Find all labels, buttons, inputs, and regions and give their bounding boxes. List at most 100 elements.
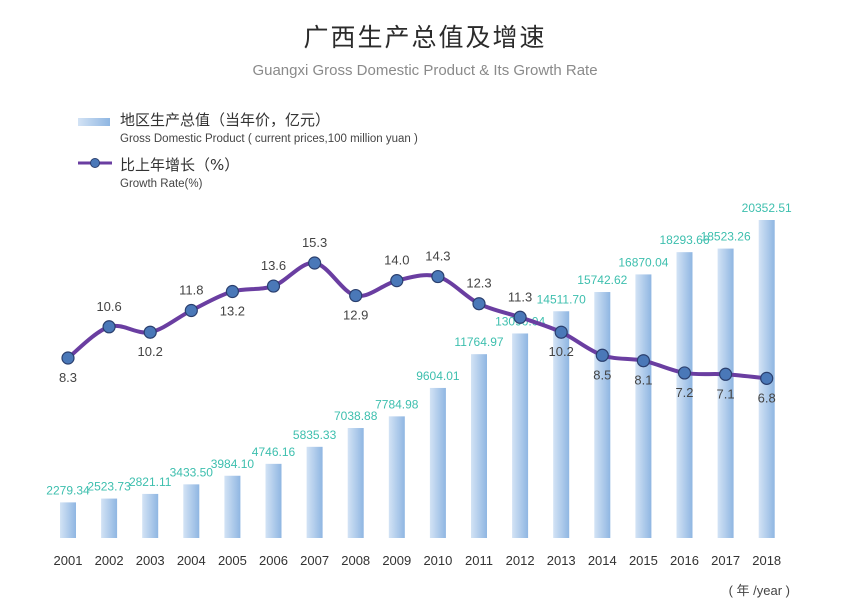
- chart-title: 广西生产总值及增速: [303, 23, 547, 52]
- x-axis-labels: 2001 2002 2003 2004 2005 2006 2007 2008 2009 2010…: [54, 553, 782, 568]
- x-tick-label-2002: 2002: [95, 553, 124, 568]
- line-value-label-2011: 12.3: [466, 276, 491, 291]
- bar-2017: [717, 248, 734, 539]
- legend-gdp-cn: 地区生产总值（当年价，亿元）: [120, 111, 330, 129]
- x-tick-label-2009: 2009: [382, 553, 411, 568]
- bar-2008: [347, 428, 364, 538]
- x-tick-label-2018: 2018: [752, 553, 781, 568]
- line-point-2008: [349, 288, 363, 303]
- x-tick-label-2003: 2003: [136, 553, 165, 568]
- legend-rate-cn: 比上年增长（%）: [120, 156, 239, 174]
- bar-series: [60, 220, 775, 539]
- legend-rate-en: Growth Rate(%): [120, 178, 203, 190]
- x-tick-label-2013: 2013: [547, 553, 576, 568]
- line-value-label-2015: 8.1: [634, 373, 652, 388]
- bar-value-label-2001: 2279.34: [46, 483, 90, 497]
- bar-2006: [265, 463, 282, 538]
- line-point-2002: [102, 320, 116, 334]
- line-point-2003: [143, 325, 157, 339]
- bar-value-label-2005: 3984.10: [211, 457, 255, 471]
- x-tick-label-2015: 2015: [629, 553, 658, 568]
- x-tick-label-2001: 2001: [54, 553, 83, 568]
- bar-value-label-2003: 2821.11: [129, 475, 172, 489]
- bar-value-label-2016: 18293.66: [659, 233, 709, 247]
- line-value-label-2009: 14.0: [384, 253, 409, 268]
- line-value-label-2008: 12.9: [343, 308, 368, 323]
- line-series: [61, 256, 774, 385]
- bar-value-label-2014: 15742.62: [577, 273, 627, 287]
- line-point-2018: [760, 371, 774, 385]
- bar-value-label-2017: 18523.26: [701, 230, 751, 244]
- bar-value-label-2002: 2523.73: [87, 480, 131, 494]
- line-point-2010: [431, 269, 445, 284]
- line-point-2006: [266, 279, 281, 293]
- line-value-label-2001: 8.3: [59, 370, 77, 385]
- x-tick-label-2012: 2012: [506, 553, 535, 568]
- line-point-2017: [718, 367, 733, 381]
- line-point-2007: [308, 256, 322, 270]
- bar-value-label-2006: 4746.16: [252, 445, 296, 459]
- line-point-2014: [595, 348, 609, 362]
- line-point-2001: [61, 351, 75, 365]
- bar-2007: [306, 446, 323, 538]
- bar-value-label-2018: 20352.51: [742, 201, 792, 215]
- bar-2014: [594, 292, 611, 538]
- legend-gdp-en: Gross Domestic Product ( current prices,…: [120, 133, 418, 145]
- chart-subtitle: Guangxi Gross Domestic Product & Its Gro…: [252, 62, 598, 79]
- line-value-label-2018: 6.8: [758, 390, 776, 405]
- bar-2002: [101, 498, 118, 538]
- x-tick-label-2017: 2017: [711, 553, 740, 568]
- bar-value-label-2015: 16870.04: [618, 255, 668, 269]
- line-point-2009: [390, 274, 404, 288]
- line-value-label-2012: 11.3: [508, 289, 532, 304]
- bar-value-label-2004: 3433.50: [170, 465, 214, 479]
- x-axis-unit: ( 年 /year ): [729, 583, 790, 598]
- x-tick-label-2004: 2004: [177, 553, 206, 568]
- bar-2010: [429, 387, 446, 538]
- line-point-2011: [472, 297, 486, 311]
- line-value-label-2004: 11.8: [179, 283, 203, 298]
- x-tick-label-2005: 2005: [218, 553, 247, 568]
- x-tick-label-2010: 2010: [423, 553, 452, 568]
- line-value-label-2017: 7.1: [717, 386, 735, 401]
- x-tick-label-2014: 2014: [588, 553, 617, 568]
- bar-2015: [635, 274, 652, 538]
- line-value-label-2002: 10.6: [96, 299, 121, 314]
- bar-2011: [471, 354, 487, 538]
- x-tick-label-2008: 2008: [341, 553, 370, 568]
- line-value-labels: 8.3 10.6 10.2 11.8 13.2 13.6 15.3 12.9 14.0 14.3 1…: [59, 235, 776, 405]
- line-point-2013: [554, 325, 568, 339]
- line-value-label-2005: 13.2: [220, 304, 245, 319]
- legend-bar-swatch: [78, 118, 110, 126]
- bar-2004: [183, 484, 200, 538]
- x-tick-label-2007: 2007: [300, 553, 329, 568]
- bar-2001: [60, 502, 76, 538]
- bar-value-label-2013: 14511.70: [537, 292, 586, 306]
- x-tick-label-2006: 2006: [259, 553, 288, 568]
- line-value-label-2010: 14.3: [425, 249, 450, 264]
- line-value-label-2016: 7.2: [675, 385, 693, 400]
- bar-2016: [676, 252, 693, 538]
- line-point-2015: [636, 354, 651, 368]
- bar-2009: [388, 416, 405, 538]
- line-value-label-2013: 10.2: [549, 344, 574, 359]
- bar-2003: [142, 493, 159, 538]
- line-point-2016: [677, 366, 692, 380]
- legend-line-marker: [90, 158, 100, 168]
- bar-value-label-2011: 11764.97: [454, 335, 503, 349]
- growth-rate-line: [66, 260, 769, 381]
- legend: 地区生产总值（当年价，亿元） Gross Domestic Product ( …: [78, 111, 418, 190]
- line-value-label-2006: 13.6: [261, 258, 286, 273]
- x-tick-label-2011: 2011: [465, 553, 493, 568]
- line-point-2004: [184, 303, 198, 318]
- bar-value-labels: 2279.342523.732821.113433.503984.104746.…: [46, 201, 792, 497]
- bar-2012: [512, 333, 529, 538]
- line-value-label-2007: 15.3: [302, 235, 327, 250]
- x-tick-label-2016: 2016: [670, 553, 699, 568]
- line-value-label-2014: 8.5: [593, 367, 611, 382]
- bar-value-label-2008: 7038.88: [334, 409, 378, 423]
- bar-2005: [224, 475, 241, 538]
- line-point-2012: [513, 310, 527, 324]
- line-value-label-2003: 10.2: [138, 344, 163, 359]
